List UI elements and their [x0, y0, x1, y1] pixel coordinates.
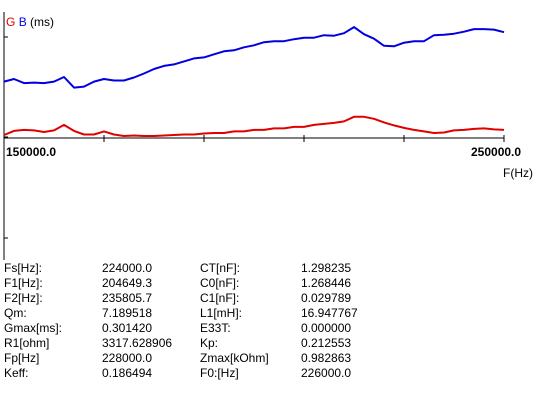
param-label: CT[nF]: — [200, 261, 241, 275]
param-row: Fs[Hz]: 224000.0 CT[nF]: 1.298235 — [4, 261, 538, 276]
legend-b: B — [18, 15, 27, 29]
param-value: 0.301420 — [102, 321, 153, 335]
x-tick-label-start: 150000.0 — [6, 145, 57, 159]
param-label: Gmax[ms]: — [4, 321, 63, 335]
param-value: 16.947767 — [301, 306, 358, 320]
param-row: F2[Hz]: 235805.7 C1[nF]: 0.029789 — [4, 291, 538, 306]
param-label: L1[mH]: — [200, 306, 243, 320]
param-label: C0[nF]: — [200, 276, 240, 290]
param-label: Fp[Hz] — [4, 351, 40, 365]
param-row: Fp[Hz] 228000.0 Zmax[kOhm] 0.982863 — [4, 351, 538, 366]
param-label: R1[ohm] — [4, 336, 50, 350]
legend-units: (ms) — [30, 15, 55, 29]
param-value: 0.000000 — [301, 321, 352, 335]
param-label: Keff: — [4, 366, 29, 380]
param-label: F2[Hz]: — [4, 291, 43, 305]
chart-legend: G B (ms) — [6, 15, 54, 29]
param-label: Fs[Hz]: — [4, 261, 42, 275]
param-label: F0:[Hz] — [200, 366, 239, 380]
param-value: 0.186494 — [102, 366, 153, 380]
series-line-b — [3, 26, 505, 89]
series-line-g — [3, 115, 505, 137]
param-row: Keff: 0.186494 F0:[Hz] 226000.0 — [4, 366, 538, 381]
param-row: R1[ohm] 3317.628906 Kp: 0.212553 — [4, 336, 538, 351]
param-row: F1[Hz]: 204649.3 C0[nF]: 1.268446 — [4, 276, 538, 291]
param-value: 0.982863 — [301, 351, 352, 365]
param-row: Gmax[ms]: 0.301420 E33T: 0.000000 — [4, 321, 538, 336]
param-label: C1[nF]: — [200, 291, 240, 305]
param-value: 3317.628906 — [102, 336, 173, 350]
param-label: E33T: — [200, 321, 231, 335]
x-tick-label-end: 250000.0 — [471, 145, 522, 159]
param-label: Qm: — [4, 306, 27, 320]
param-label: Kp: — [200, 336, 219, 350]
x-axis-label: F(Hz) — [503, 166, 533, 180]
param-label: F1[Hz]: — [4, 276, 43, 290]
param-value: 224000.0 — [102, 261, 153, 275]
param-value: 0.029789 — [301, 291, 352, 305]
param-value: 0.212553 — [301, 336, 352, 350]
param-row: Qm: 7.189518 L1[mH]: 16.947767 — [4, 306, 538, 321]
param-value: 7.189518 — [102, 306, 153, 320]
param-value: 1.298235 — [301, 261, 352, 275]
param-value: 204649.3 — [102, 276, 153, 290]
param-value: 226000.0 — [301, 366, 352, 380]
legend-g: G — [6, 15, 16, 29]
param-label: Zmax[kOhm] — [200, 351, 269, 365]
param-value: 1.268446 — [301, 276, 352, 290]
param-value: 228000.0 — [102, 351, 153, 365]
param-value: 235805.7 — [102, 291, 153, 305]
